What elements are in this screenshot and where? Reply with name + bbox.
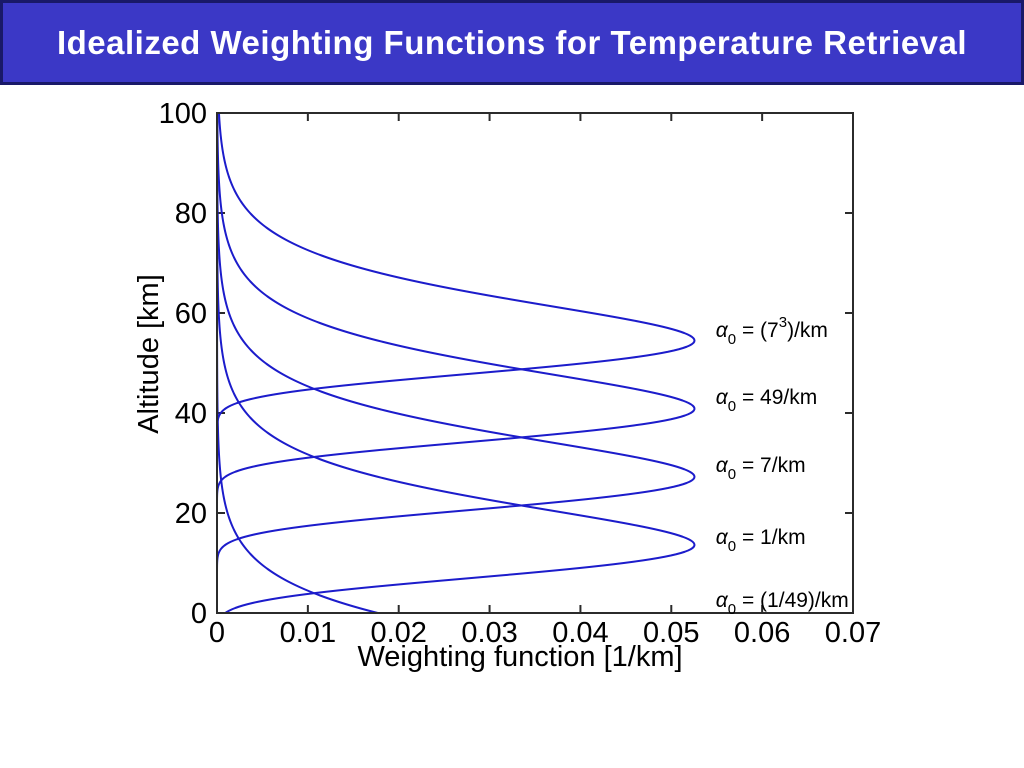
series-alpha0-343 bbox=[216, 112, 696, 614]
x-tick-label: 0.03 bbox=[461, 617, 517, 649]
x-axis-label: Weighting function [1/km] bbox=[357, 641, 682, 673]
annotation-alpha0-7: α0 = 7/km bbox=[716, 454, 806, 483]
series-alpha0-49 bbox=[216, 112, 696, 614]
slide-title: Idealized Weighting Functions for Temper… bbox=[56, 23, 968, 61]
annotation-alpha0-1-49: α0 = (1/49)/km bbox=[716, 589, 849, 618]
title-banner: Idealized Weighting Functions for Temper… bbox=[0, 0, 1024, 85]
annotations-layer: α0 = (73)/km α0 = 49/km α0 = 7/km α0 = 1/km… bbox=[716, 314, 849, 618]
y-tick-label: 60 bbox=[175, 298, 207, 330]
x-tick-label: 0.01 bbox=[280, 617, 336, 649]
weighting-functions-chart: 0 0.01 0.02 0.03 0.04 0.05 0.06 0.07 0 20 40 60 80 10… bbox=[133, 98, 882, 673]
plot-area: 0 0.01 0.02 0.03 0.04 0.05 0.06 0.07 0 20 40 60 80 10… bbox=[0, 86, 1024, 768]
y-tick-label: 20 bbox=[175, 498, 207, 530]
y-tick-label: 40 bbox=[175, 398, 207, 430]
annotation-alpha0-343: α0 = (73)/km bbox=[716, 314, 828, 348]
y-tick-label: 80 bbox=[175, 198, 207, 230]
x-tick-label: 0.05 bbox=[643, 617, 699, 649]
x-tick-label: 0.07 bbox=[825, 617, 881, 649]
curves-layer bbox=[216, 112, 696, 614]
x-tick-label: 0 bbox=[209, 617, 225, 649]
series-alpha0-7 bbox=[216, 112, 696, 614]
x-tick-label: 0.06 bbox=[734, 617, 790, 649]
y-tick-label: 100 bbox=[159, 98, 207, 130]
x-tick-label: 0.02 bbox=[370, 617, 426, 649]
series-alpha0-1 bbox=[216, 112, 696, 614]
annotation-alpha0-1: α0 = 1/km bbox=[716, 526, 806, 555]
annotation-alpha0-49: α0 = 49/km bbox=[716, 386, 817, 415]
y-tick-label: 0 bbox=[191, 598, 207, 630]
axis-ticks-layer: 0 0.01 0.02 0.03 0.04 0.05 0.06 0.07 0 20 40 60 80 10… bbox=[159, 98, 882, 649]
x-tick-label: 0.04 bbox=[552, 617, 608, 649]
plot-box bbox=[216, 112, 854, 614]
y-axis-label: Altitude [km] bbox=[133, 274, 165, 434]
